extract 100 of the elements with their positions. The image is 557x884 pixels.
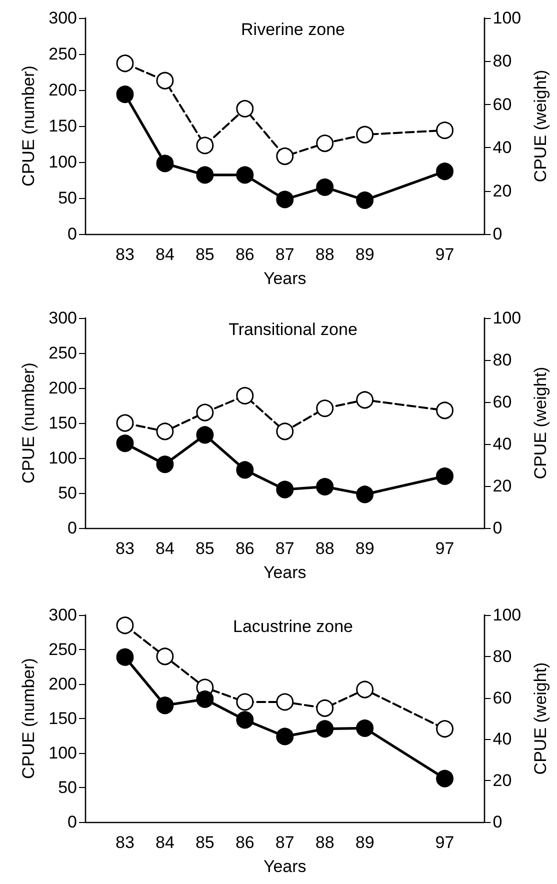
- point: [356, 126, 374, 144]
- x-tick-label: 88: [315, 833, 334, 852]
- point: [236, 166, 254, 184]
- point: [276, 480, 294, 498]
- point: [116, 616, 134, 634]
- y2-tick-label: 20: [492, 181, 512, 200]
- y2-tick-label: 80: [492, 52, 512, 71]
- point: [316, 134, 334, 152]
- point: [116, 86, 134, 104]
- x-tick-label: 84: [155, 539, 174, 558]
- point: [276, 422, 294, 440]
- y-tick-label: 100: [48, 152, 77, 172]
- point: [156, 648, 174, 666]
- x-tick-label: 83: [116, 245, 134, 264]
- point: [236, 386, 254, 404]
- point: [436, 467, 454, 485]
- y2-tick-label: 80: [492, 646, 512, 666]
- point: [276, 147, 294, 165]
- x-tick-label: 86: [235, 245, 254, 264]
- y2-axis-title: CPUE (weight): [531, 70, 550, 182]
- y-tick-label: 50: [58, 484, 77, 502]
- x-tick-label: 83: [116, 539, 134, 558]
- point: [356, 191, 374, 209]
- x-tick-label: 83: [116, 833, 134, 852]
- point: [196, 426, 214, 444]
- y2-tick-label: 100: [492, 8, 522, 28]
- point: [276, 693, 294, 711]
- y2-tick-label: 100: [492, 308, 522, 328]
- x-axis-title: Years: [263, 563, 306, 582]
- y2-tick-label: 0: [492, 224, 502, 244]
- point: [196, 136, 214, 154]
- x-tick-label: 97: [435, 245, 454, 264]
- y2-tick-label: 20: [492, 771, 512, 790]
- y2-axis-title: CPUE (weight): [531, 366, 550, 480]
- x-tick-label: 89: [355, 539, 374, 558]
- point: [356, 719, 374, 737]
- point: [116, 648, 134, 666]
- y2-tick-label: 100: [492, 606, 522, 624]
- point: [436, 122, 454, 140]
- chart-title: Transitional zone: [228, 320, 358, 339]
- y-tick-label: 50: [58, 188, 77, 208]
- y2-tick-label: 40: [492, 730, 512, 749]
- y-tick-label: 100: [48, 448, 77, 468]
- x-tick-label: 86: [235, 833, 254, 852]
- y2-tick-label: 60: [492, 94, 512, 114]
- y2-tick-label: 60: [492, 392, 512, 412]
- x-tick-label: 97: [435, 833, 454, 852]
- x-tick-label: 85: [195, 539, 214, 558]
- point: [116, 414, 134, 432]
- point: [276, 190, 294, 208]
- y-tick-label: 150: [48, 414, 77, 432]
- y-tick-label: 250: [48, 44, 77, 64]
- point: [316, 699, 334, 717]
- point: [436, 770, 454, 788]
- y-axis-title: CPUE (number): [19, 66, 38, 186]
- point: [196, 690, 214, 708]
- y2-tick-label: 20: [492, 476, 512, 496]
- y2-tick-label: 0: [492, 812, 502, 832]
- x-tick-label: 87: [275, 833, 294, 852]
- point: [156, 696, 174, 714]
- y2-tick-label: 40: [492, 434, 512, 454]
- point: [236, 693, 254, 711]
- x-tick-label: 88: [315, 245, 334, 264]
- x-tick-label: 85: [195, 245, 214, 264]
- point: [356, 680, 374, 698]
- y-tick-label: 300: [48, 308, 77, 328]
- chart-title: Lacustrine zone: [232, 617, 354, 636]
- point: [156, 154, 174, 172]
- point: [356, 391, 374, 409]
- point: [156, 72, 174, 90]
- y-axis-title: CPUE (number): [19, 658, 38, 779]
- point: [236, 461, 254, 479]
- x-tick-label: 84: [155, 245, 174, 264]
- point: [276, 728, 294, 746]
- y-tick-label: 300: [48, 606, 77, 624]
- point: [196, 404, 214, 422]
- point: [196, 166, 214, 184]
- point: [436, 402, 454, 420]
- y-tick-label: 100: [48, 744, 77, 762]
- y-tick-label: 0: [68, 518, 77, 538]
- x-tick-label: 88: [315, 539, 334, 558]
- y-axis-title: CPUE (number): [19, 362, 38, 484]
- y-tick-label: 0: [68, 812, 77, 832]
- x-tick-label: 89: [355, 245, 374, 264]
- point: [156, 422, 174, 440]
- x-tick-label: 87: [275, 245, 294, 264]
- y-tick-label: 0: [68, 224, 77, 244]
- y-tick-label: 300: [48, 8, 77, 28]
- x-tick-label: 85: [195, 833, 214, 852]
- y-tick-label: 250: [48, 344, 77, 362]
- point: [236, 100, 254, 118]
- x-tick-label: 87: [275, 539, 294, 558]
- y2-axis-title: CPUE (weight): [531, 662, 550, 775]
- y-tick-label: 250: [48, 640, 77, 659]
- point: [156, 456, 174, 474]
- y-tick-label: 200: [48, 378, 77, 398]
- x-tick-label: 84: [155, 833, 174, 852]
- point: [316, 178, 334, 196]
- point: [356, 486, 374, 504]
- x-axis-title: Years: [263, 857, 306, 876]
